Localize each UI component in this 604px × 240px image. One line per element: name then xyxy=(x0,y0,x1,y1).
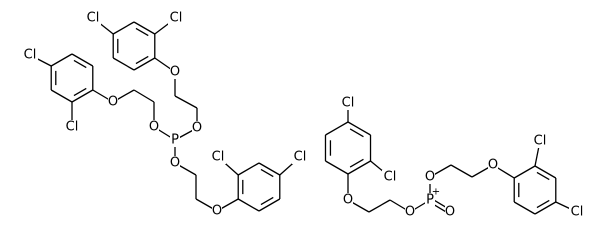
atom-label: O xyxy=(343,193,353,208)
label-bg xyxy=(532,134,548,148)
label-bg xyxy=(210,150,226,164)
label-bg xyxy=(292,150,308,164)
bond xyxy=(73,87,87,97)
bond xyxy=(347,121,371,136)
atom-label: O xyxy=(212,204,222,219)
label-bg xyxy=(343,193,353,207)
atom-charge: + xyxy=(432,187,440,198)
bond xyxy=(135,27,149,37)
bond xyxy=(513,165,536,179)
label-bg xyxy=(212,204,222,218)
bond xyxy=(133,89,155,103)
label-bg xyxy=(170,133,180,147)
atom-label: Cl xyxy=(534,134,547,149)
bond xyxy=(258,198,281,212)
atom-label: Cl xyxy=(384,170,397,185)
atom-label: Cl xyxy=(212,150,225,165)
bond xyxy=(133,21,156,35)
label-bg xyxy=(425,193,435,207)
bond xyxy=(349,158,364,168)
label-bg xyxy=(569,205,585,219)
bond xyxy=(258,162,281,176)
atom-label: Cl xyxy=(342,96,355,111)
background xyxy=(0,0,604,234)
bond xyxy=(71,53,94,67)
atom-label: Cl xyxy=(170,11,183,26)
bond xyxy=(347,160,371,175)
label-bg xyxy=(168,11,184,25)
atom-label: Cl xyxy=(87,11,100,26)
bond xyxy=(536,199,550,209)
atom-label: O xyxy=(149,120,159,135)
label-bg xyxy=(170,156,180,170)
bond xyxy=(534,201,557,215)
atom-label: O xyxy=(170,65,180,80)
label-bg xyxy=(85,11,101,25)
label-bg xyxy=(445,205,455,219)
atom-label: O xyxy=(170,156,180,171)
bond xyxy=(112,21,135,35)
bond xyxy=(536,171,550,181)
label-bg xyxy=(425,170,435,184)
bond xyxy=(50,53,73,67)
bond xyxy=(325,160,349,175)
bond xyxy=(135,55,149,65)
bond xyxy=(325,121,349,136)
atom-label: O xyxy=(488,158,498,173)
bond xyxy=(513,201,536,215)
bond xyxy=(260,196,274,206)
label-bg xyxy=(192,121,202,135)
label-bg xyxy=(488,158,498,172)
bond xyxy=(237,162,260,176)
atom-label: Cl xyxy=(66,120,79,135)
bond xyxy=(112,57,135,71)
atom-label: O xyxy=(192,121,202,136)
bond xyxy=(73,59,87,69)
bond xyxy=(174,95,198,109)
bond xyxy=(237,198,260,212)
label-bg xyxy=(170,65,180,79)
bond xyxy=(534,165,557,179)
bond xyxy=(368,199,391,213)
bond xyxy=(50,89,73,103)
atom-label: P xyxy=(426,193,434,208)
atom-label: Cl xyxy=(294,150,307,165)
label-bg xyxy=(340,96,356,110)
atom-label: O xyxy=(108,95,118,110)
label-bg xyxy=(149,120,159,134)
bond xyxy=(349,128,364,138)
atom-label: O xyxy=(445,205,455,220)
atom-label: O xyxy=(425,170,435,185)
atom-label: O xyxy=(405,205,415,220)
bond xyxy=(260,168,274,178)
bond xyxy=(450,164,473,178)
atom-label: Cl xyxy=(24,48,37,63)
atom-label: Cl xyxy=(571,205,584,220)
label-bg xyxy=(405,205,415,219)
label-bg xyxy=(64,120,80,134)
bond xyxy=(71,89,94,103)
label-bg xyxy=(382,170,398,184)
atom-label: P xyxy=(171,133,179,148)
bond xyxy=(133,57,156,71)
label-bg xyxy=(108,95,118,109)
label-bg xyxy=(22,48,38,62)
